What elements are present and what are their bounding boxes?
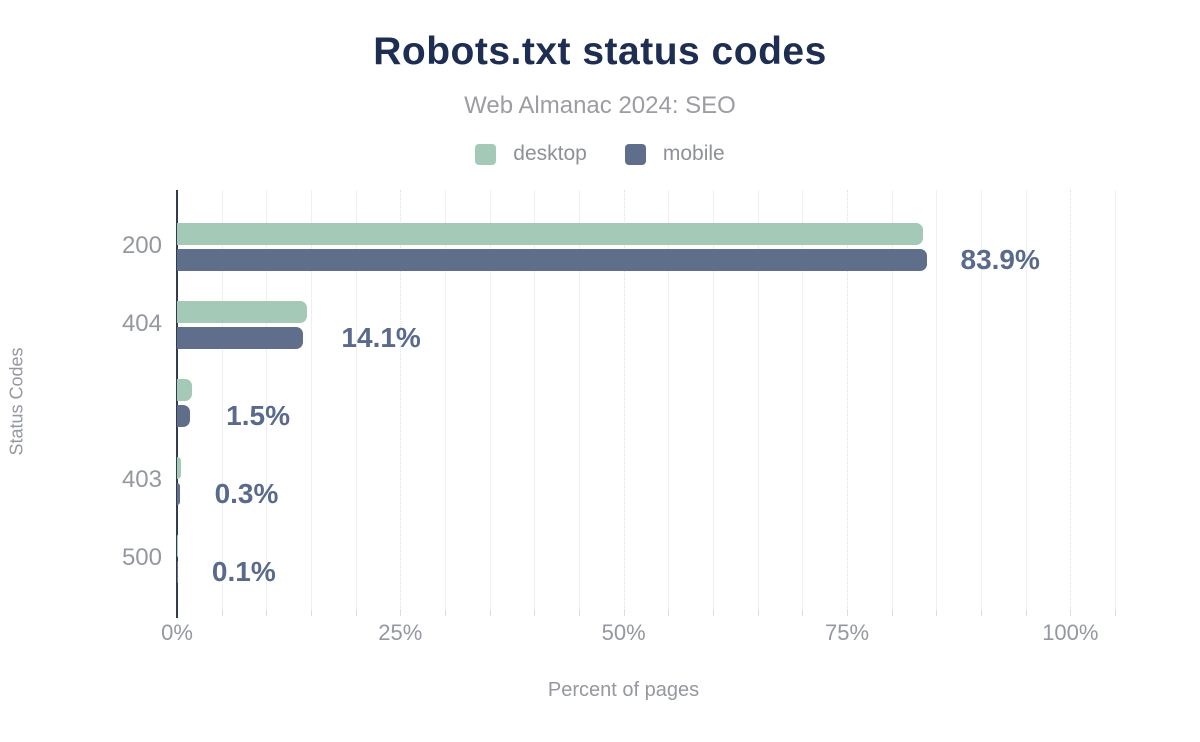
minor-gridline <box>266 190 268 610</box>
bar-desktop <box>177 223 923 245</box>
x-tick-mark <box>1115 610 1116 616</box>
x-tick-mark <box>757 610 759 616</box>
x-tick-mark <box>266 610 268 616</box>
bar-mobile <box>177 327 303 349</box>
bar-desktop <box>177 535 178 557</box>
x-tick-label: 75% <box>824 620 870 645</box>
x-tick-mark <box>1070 610 1072 616</box>
x-tick-label: 50% <box>601 620 646 645</box>
category-band <box>177 207 1115 285</box>
x-tick-mark <box>713 610 714 616</box>
x-tick-mark <box>579 610 580 616</box>
legend: desktop mobile <box>0 142 1200 166</box>
minor-gridline <box>445 190 446 610</box>
major-gridline <box>1070 190 1072 610</box>
bar-desktop <box>177 379 193 401</box>
minor-gridline <box>355 190 357 610</box>
bar-mobile <box>177 405 191 427</box>
bar-mobile <box>177 483 180 505</box>
legend-item-desktop[interactable]: desktop <box>475 142 587 166</box>
minor-gridline <box>802 190 804 610</box>
x-tick-mark <box>802 610 804 616</box>
x-tick-mark <box>311 610 312 616</box>
x-tick-mark <box>668 610 670 616</box>
minor-gridline <box>221 190 223 610</box>
minor-gridline <box>936 190 938 610</box>
legend-label-mobile: mobile <box>662 142 725 165</box>
minor-gridline <box>668 190 670 610</box>
x-tick-mark <box>891 610 893 616</box>
minor-gridline <box>1025 190 1027 610</box>
bar-mobile <box>177 561 178 583</box>
data-label: 83.9% <box>960 244 1040 275</box>
category-label: 200 <box>121 232 162 259</box>
chart-subtitle: Web Almanac 2024: SEO <box>464 92 736 119</box>
category-label <box>0 363 162 441</box>
category-label: 404 <box>121 310 162 337</box>
x-tick-mark <box>534 610 536 616</box>
x-tick-mark <box>445 610 446 616</box>
major-gridline <box>847 190 848 610</box>
data-label: 0.3% <box>214 478 279 509</box>
minor-gridline <box>891 190 893 610</box>
category-band <box>177 441 1115 519</box>
x-tick-mark <box>355 610 357 616</box>
minor-gridline <box>1115 190 1116 610</box>
legend-label-desktop: desktop <box>513 142 587 165</box>
major-gridline <box>623 190 625 610</box>
minor-gridline <box>757 190 759 610</box>
x-tick-mark <box>981 610 982 616</box>
bar-desktop <box>177 301 308 323</box>
x-tick-mark <box>1025 610 1027 616</box>
minor-gridline <box>579 190 580 610</box>
desktop-swatch-icon <box>475 143 497 165</box>
minor-gridline <box>713 190 714 610</box>
x-axis-title: Percent of pages <box>547 679 700 701</box>
y-axis-line <box>176 190 178 618</box>
category-label: 500 <box>121 544 162 571</box>
mobile-swatch-icon <box>624 143 646 165</box>
plot-area: 83.9% 14.1% 1.5% 0.3% 0.1% <box>176 190 1116 618</box>
x-tick-mark <box>847 610 848 616</box>
minor-gridline <box>981 190 982 610</box>
minor-gridline <box>534 190 536 610</box>
chart-title: Robots.txt status codes <box>373 30 827 73</box>
category-axis: 200 404 403 500 <box>0 190 162 610</box>
x-tick-mark <box>936 610 938 616</box>
x-tick-label: 0% <box>161 620 193 645</box>
data-label: 0.1% <box>211 556 276 587</box>
major-gridline <box>400 190 402 610</box>
x-tick-mark <box>400 610 402 616</box>
category-band <box>177 285 1115 363</box>
category-band <box>177 519 1115 597</box>
bar-mobile <box>177 249 927 271</box>
x-axis: 0% 25% 50% 75% 100% <box>161 610 1115 660</box>
x-tick-mark <box>221 610 223 616</box>
x-tick-mark <box>489 610 491 616</box>
x-tick-label: 100% <box>1042 620 1099 645</box>
category-label: 403 <box>121 466 162 493</box>
data-label: 1.5% <box>226 400 290 431</box>
minor-gridline <box>311 190 312 610</box>
x-tick-mark <box>623 610 625 616</box>
x-tick-label: 25% <box>378 620 423 645</box>
bar-desktop <box>177 457 181 479</box>
legend-item-mobile[interactable]: mobile <box>624 142 725 166</box>
category-band <box>177 363 1115 441</box>
data-label: 14.1% <box>341 322 421 353</box>
minor-gridline <box>489 190 491 610</box>
